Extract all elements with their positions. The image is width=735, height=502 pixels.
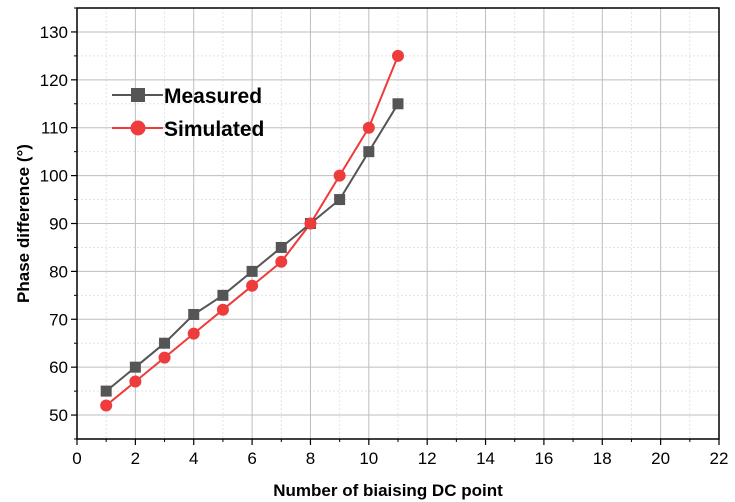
data-point-measured: [129, 361, 141, 373]
x-tick-label: 4: [189, 449, 198, 468]
data-point-measured: [363, 146, 375, 158]
x-tick-label: 12: [418, 449, 437, 468]
y-tick-label: 80: [49, 262, 68, 281]
x-tick-label: 10: [359, 449, 378, 468]
x-tick-label: 14: [476, 449, 495, 468]
y-tick-label: 110: [41, 119, 68, 138]
data-point-simulated: [158, 351, 171, 364]
x-tick-label: 16: [534, 449, 553, 468]
y-tick-label: 60: [49, 358, 68, 377]
y-axis-title: Phase difference (°): [14, 144, 33, 303]
data-point-measured: [159, 337, 171, 349]
data-point-simulated: [333, 169, 346, 182]
y-tick-label: 70: [49, 310, 68, 329]
y-tick-label: 90: [49, 215, 68, 234]
data-point-measured: [392, 98, 404, 110]
data-point-measured: [217, 289, 229, 301]
data-point-measured: [188, 308, 200, 320]
x-tick-label: 8: [306, 449, 315, 468]
data-point-simulated: [246, 279, 259, 292]
x-tick-label: 20: [651, 449, 670, 468]
plot-frame: [76, 7, 720, 440]
data-point-simulated: [304, 217, 317, 230]
y-tick-label: 50: [49, 406, 68, 425]
x-tick-label: 22: [710, 449, 729, 468]
data-point-measured: [100, 385, 112, 397]
legend-marker-square: [131, 88, 145, 102]
data-point-measured: [334, 194, 346, 206]
x-axis-title: Number of biaising DC point: [273, 481, 503, 500]
data-point-simulated: [216, 303, 229, 316]
data-point-simulated: [100, 399, 113, 412]
data-point-simulated: [392, 49, 404, 62]
legend-label: Measured: [164, 85, 262, 108]
data-point-simulated: [129, 375, 142, 388]
grid: [77, 7, 719, 440]
data-point-measured: [275, 241, 287, 253]
legend-label: Simulated: [164, 118, 264, 141]
y-tick-label: 120: [40, 71, 68, 90]
axis-ticks: 50 60 70 80 90 100 110 120 130 0 2 4 6 8 10 12 14 16 18 20 2…: [40, 7, 729, 468]
data-point-simulated: [275, 255, 288, 268]
legend-marker-circle: [130, 120, 146, 136]
x-tick-label: 18: [593, 449, 612, 468]
data-point-simulated: [187, 327, 200, 340]
y-tick-label: 130: [40, 23, 68, 42]
data-point-simulated: [362, 121, 375, 134]
y-tick-label: 100: [40, 167, 68, 186]
x-tick-label: 0: [72, 449, 81, 468]
series-layer: [100, 49, 404, 412]
data-point-measured: [246, 265, 258, 277]
legend: Measured Simulated: [112, 85, 264, 141]
x-tick-label: 6: [247, 449, 256, 468]
x-tick-label: 2: [131, 449, 140, 468]
